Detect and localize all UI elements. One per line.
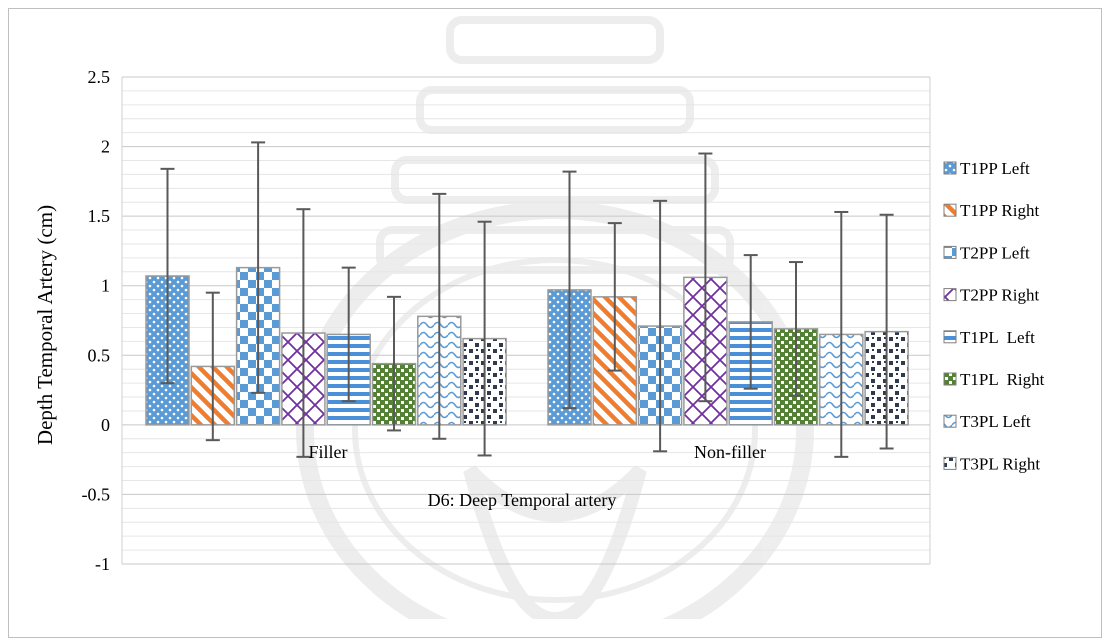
legend-swatch: [943, 372, 957, 386]
y-tick-label: 0: [101, 415, 110, 435]
chart-annotation: D6: Deep Temporal artery: [428, 490, 617, 510]
legend-swatch: [943, 330, 957, 344]
y-axis-ticks: -1 -0.5 0 0.5 1 1.5 2 2.5: [82, 67, 111, 574]
chart-svg: -1 -0.5 0 0.5 1 1.5 2 2.5 Filler Non-filler D6: …: [33, 16, 1045, 619]
y-tick-label: -1: [95, 554, 110, 574]
legend-label: T2PP Right: [960, 286, 1039, 305]
y-axis-label: Depth Temporal Artery (cm): [33, 205, 57, 445]
legend-label: T1PP Left: [960, 159, 1030, 178]
legend-swatch: [943, 203, 957, 217]
legend-swatch: [943, 245, 957, 259]
category-label: Filler: [309, 442, 348, 462]
legend-label: T1PP Right: [960, 201, 1039, 220]
legend-label: T1PL Left: [960, 328, 1035, 347]
y-tick-label: 0.5: [88, 345, 111, 365]
legend-label: T1PL Right: [960, 370, 1045, 389]
y-tick-label: 1.5: [88, 206, 111, 226]
legend-swatch: [943, 414, 957, 428]
y-tick-label: -0.5: [82, 484, 111, 504]
error-bars: [160, 141, 894, 458]
legend-swatch: [943, 288, 957, 302]
legend-label: T3PL Left: [960, 412, 1031, 431]
legend-swatch: [943, 456, 957, 470]
category-labels: Filler Non-filler: [309, 442, 766, 462]
category-label: Non-filler: [694, 442, 766, 462]
legend-label: T2PP Left: [960, 243, 1030, 262]
legend-label: T3PL Right: [960, 454, 1040, 473]
legend-swatch: [943, 161, 957, 175]
y-tick-label: 2: [101, 137, 110, 157]
gridlines: [121, 76, 931, 565]
y-tick-label: 1: [101, 276, 110, 296]
bars: [145, 266, 909, 426]
legend: T1PP Left T1PP Right T2PP Left T2PP Right T1…: [943, 159, 1045, 473]
y-tick-label: 2.5: [88, 67, 111, 87]
